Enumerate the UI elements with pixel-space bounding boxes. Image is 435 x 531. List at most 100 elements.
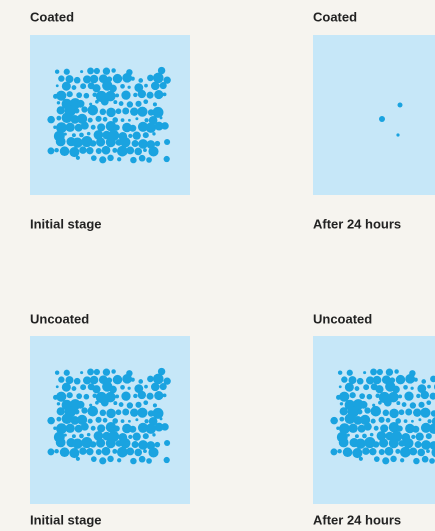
bubble [56,115,62,121]
panel-caption: Initial stage [30,512,102,527]
bubble [79,132,84,138]
bubble [81,436,93,449]
bubble [97,123,106,132]
bubble [126,402,134,409]
bubble [120,137,131,148]
bubble [65,376,74,385]
bubble [359,393,366,400]
bubble [115,93,120,98]
bubble [56,416,62,422]
bubble [415,432,424,441]
bubble [143,99,149,105]
bubble [339,391,350,402]
bubble [131,140,139,148]
bubble [102,417,108,423]
bubble [87,405,99,417]
bubble [106,107,116,118]
bubble [405,408,413,416]
bubble [105,137,116,148]
bubble [63,68,70,75]
bubble [106,408,116,419]
bubble [86,447,94,456]
bubble [121,90,131,100]
bubble [89,441,97,448]
bubble [54,370,60,375]
bubble [413,408,422,417]
panel-square [313,35,435,195]
bubble [395,418,402,424]
bubble [69,448,80,459]
bubble [154,391,164,401]
bubble [144,118,149,123]
bubble [112,117,119,123]
bubble [112,418,119,424]
bubble [115,108,122,115]
bubble [66,91,73,98]
bubble [53,426,57,430]
bubble [118,101,124,106]
bubble [353,416,363,425]
bubble [61,112,73,124]
bubble [369,432,374,437]
bubble [56,106,65,115]
bubble [162,92,167,97]
bubble [154,441,161,448]
bubble [152,407,164,419]
bubble [128,419,131,423]
bubble [127,386,131,390]
bubble [403,419,408,424]
bubble [63,433,67,437]
bubble [83,92,90,99]
bubble [133,92,138,98]
bubble [81,407,88,414]
bubble [70,416,80,425]
bubble [376,368,383,376]
bubble [86,432,91,437]
bubble [330,416,338,425]
bubble [96,137,106,147]
bubble [70,115,80,124]
bubble [121,391,131,401]
bubble [357,409,363,415]
bubble [358,456,363,461]
bubble [163,456,170,464]
bubble [93,368,100,376]
bubble [86,146,94,155]
bubble [75,456,80,461]
bubble [346,433,350,437]
bubble [76,400,85,409]
bubble [152,132,156,136]
bubble [159,417,163,421]
bubble [61,413,73,425]
bubble [47,448,55,456]
bubble [375,385,384,394]
bubble [87,368,94,376]
bubble [363,422,372,431]
bubble [134,384,144,394]
bubble [79,433,84,439]
bubble [105,121,117,132]
bubble [117,157,122,162]
bubble [63,369,70,376]
bubble [163,155,170,163]
bubble [132,131,141,140]
bubble [122,423,132,434]
bubble [90,456,97,462]
bubble [101,145,111,155]
bubble [342,447,353,458]
bubble [152,433,156,437]
bubble [154,90,164,100]
bubble [58,75,65,82]
panel-caption: Initial stage [30,216,102,231]
bubble [102,116,108,122]
bubble [138,440,148,450]
bubble [54,448,59,454]
bubble [61,382,71,392]
bubble [127,85,131,89]
bubble [74,424,83,433]
bubble [122,107,130,115]
bubble [87,67,94,75]
panel-label: Uncoated [313,311,372,326]
bubble [138,379,144,384]
bubble [56,122,67,134]
